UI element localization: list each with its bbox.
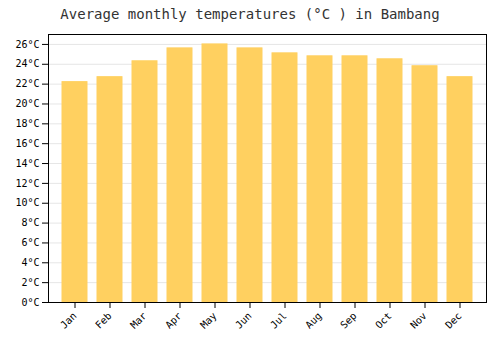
svg-text:Aug: Aug (303, 310, 324, 331)
svg-text:24°C: 24°C (15, 58, 39, 69)
svg-text:Nov: Nov (408, 310, 429, 331)
svg-text:Jun: Jun (233, 310, 254, 331)
html-text:Average monthly temperatures (: Average monthly temperatures (°C ) in Ba… (60, 6, 440, 22)
svg-text:20°C: 20°C (15, 98, 39, 109)
svg-text:16°C: 16°C (15, 138, 39, 149)
svg-text:2°C: 2°C (21, 277, 39, 288)
svg-text:4°C: 4°C (21, 257, 39, 268)
svg-text:Apr: Apr (163, 310, 184, 331)
svg-text:18°C: 18°C (15, 118, 39, 129)
svg-text:May: May (198, 310, 219, 331)
svg-text:Oct: Oct (373, 310, 394, 331)
svg-text:Sep: Sep (338, 310, 359, 331)
svg-text:26°C: 26°C (15, 39, 39, 50)
svg-text:6°C: 6°C (21, 237, 39, 248)
svg-text:Dec: Dec (443, 310, 464, 331)
svg-text:Mar: Mar (128, 310, 149, 331)
svg-text:8°C: 8°C (21, 217, 39, 228)
svg-text:22°C: 22°C (15, 78, 39, 89)
svg-text:10°C: 10°C (15, 197, 39, 208)
svg-text:12°C: 12°C (15, 178, 39, 189)
svg-text:Jan: Jan (58, 310, 79, 331)
svg-text:14°C: 14°C (15, 158, 39, 169)
svg-text:0°C: 0°C (21, 297, 39, 308)
svg-text:Jul: Jul (268, 310, 289, 331)
svg-text:Feb: Feb (93, 310, 114, 331)
